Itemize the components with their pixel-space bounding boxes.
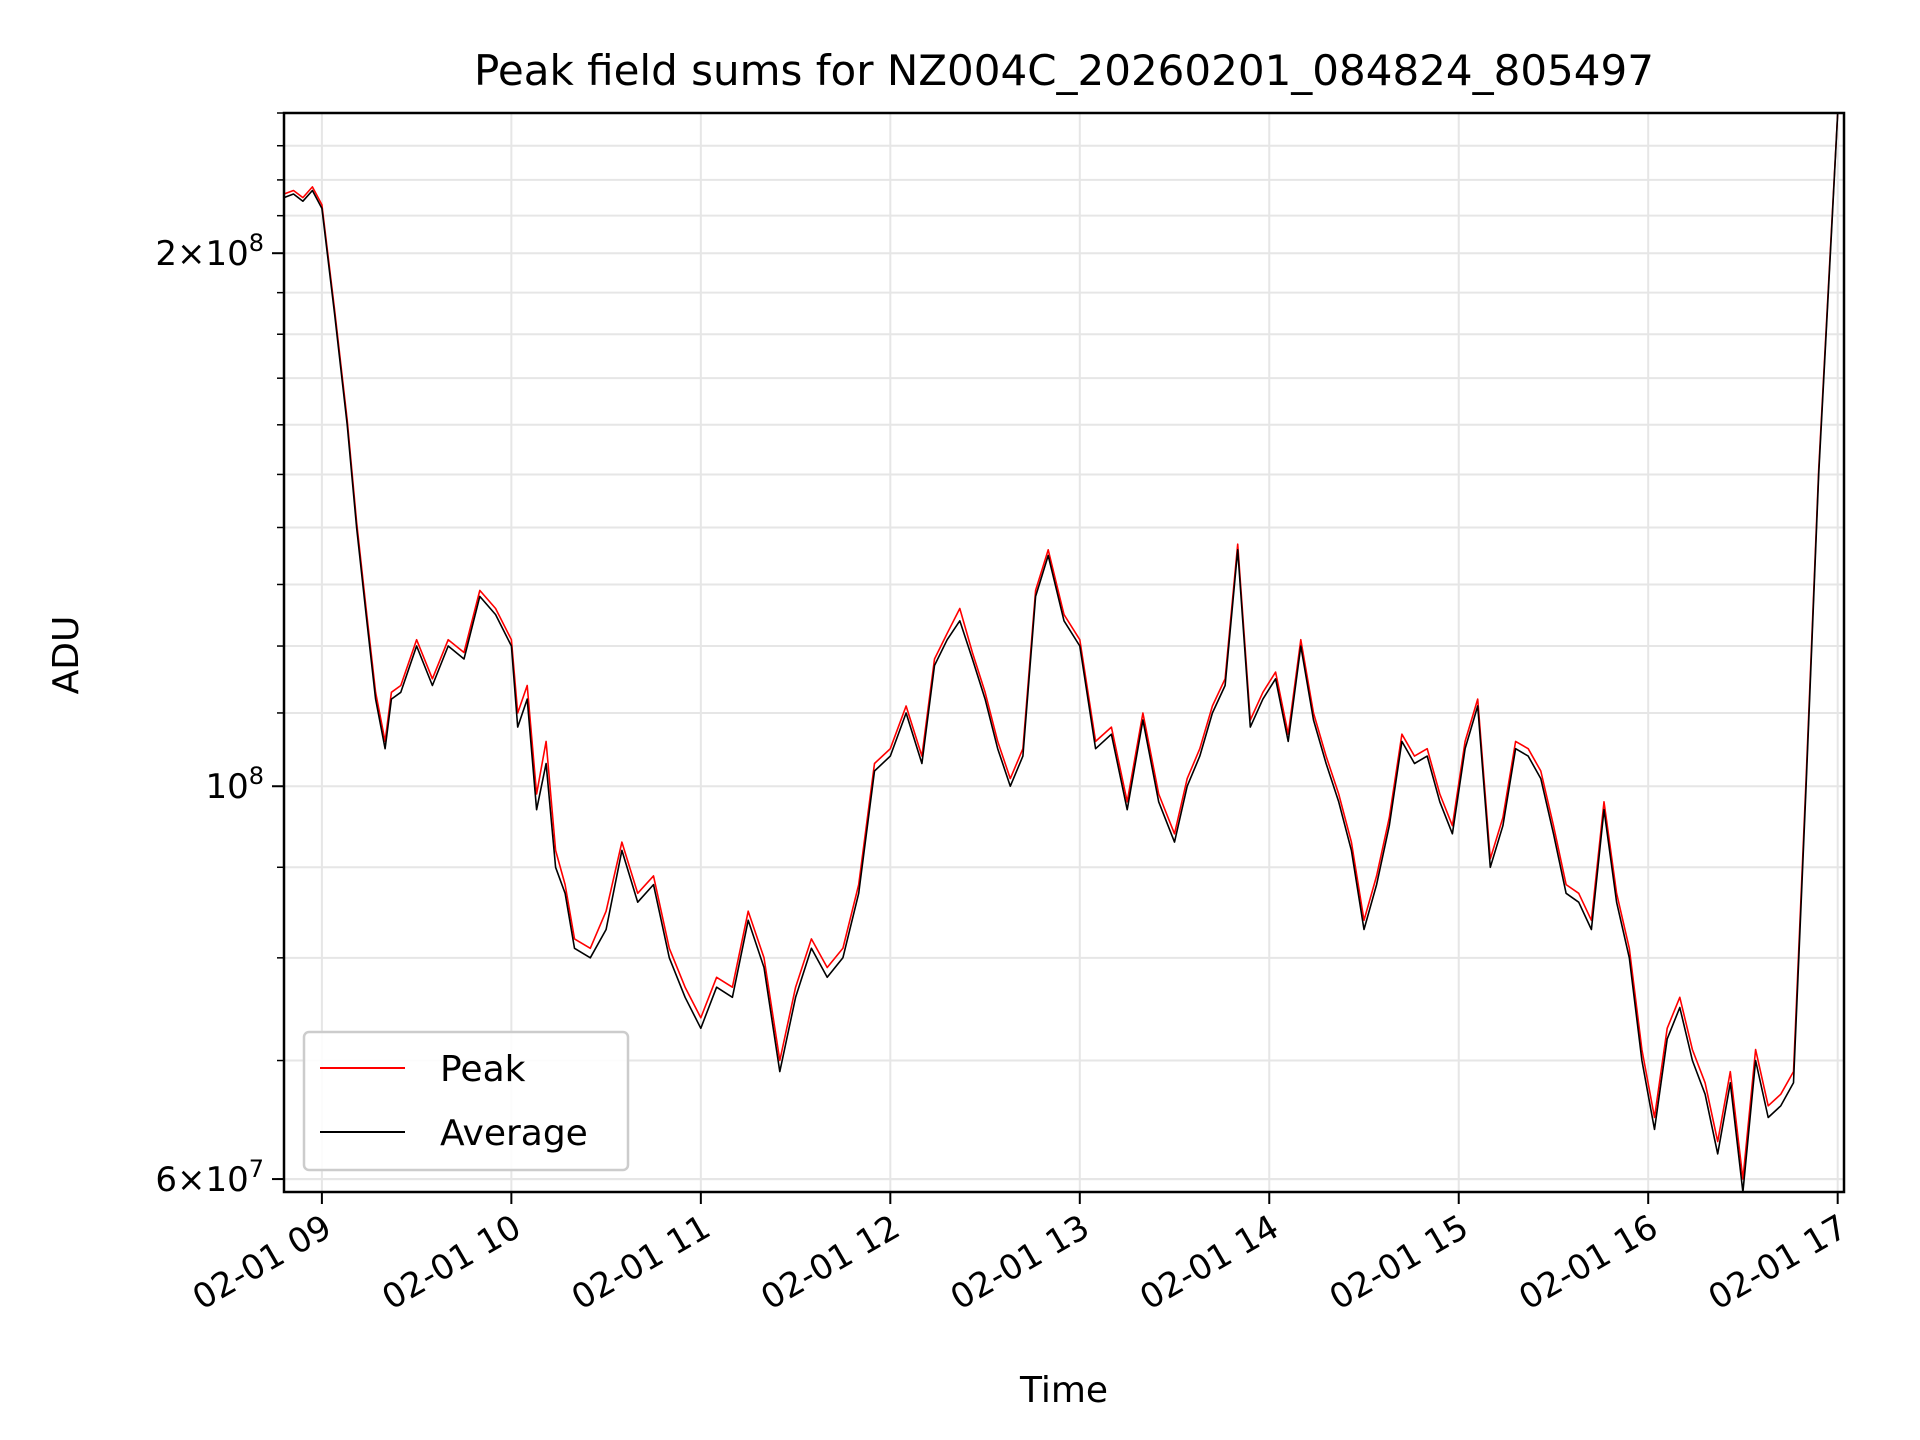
chart-title: Peak field sums for NZ004C_20260201_0848…: [474, 46, 1654, 95]
y-tick-label: 108: [205, 762, 264, 807]
legend-label-average: Average: [440, 1113, 588, 1154]
series-line-peak: [283, 112, 1839, 1180]
series-layer: [283, 112, 1839, 1193]
y-axis: 2×108 108 6×107: [155, 112, 284, 1200]
series-line-average: [283, 112, 1839, 1193]
y-tick-label: 2×108: [155, 229, 264, 274]
plot-frame: [282, 111, 1846, 1194]
plot-area: [282, 111, 1846, 1194]
y-tick-label: 6×107: [155, 1155, 264, 1200]
legend-label-peak: Peak: [440, 1049, 526, 1090]
legend-box: [302, 1030, 630, 1172]
x-axis-label: Time: [1019, 1370, 1108, 1411]
legend: Peak Average: [302, 1030, 630, 1172]
y-axis-label: ADU: [46, 616, 87, 695]
